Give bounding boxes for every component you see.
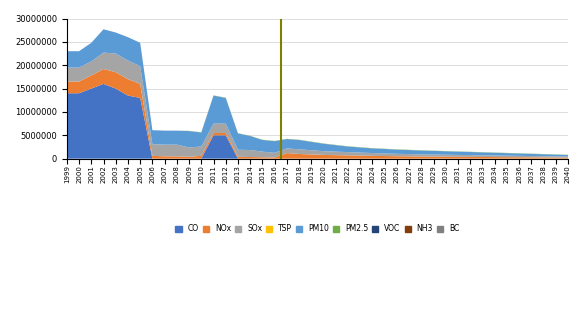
Legend: CO, NOx, SOx, TSP, PM10, PM2.5, VOC, NH3, BC: CO, NOx, SOx, TSP, PM10, PM2.5, VOC, NH3… (172, 221, 462, 236)
